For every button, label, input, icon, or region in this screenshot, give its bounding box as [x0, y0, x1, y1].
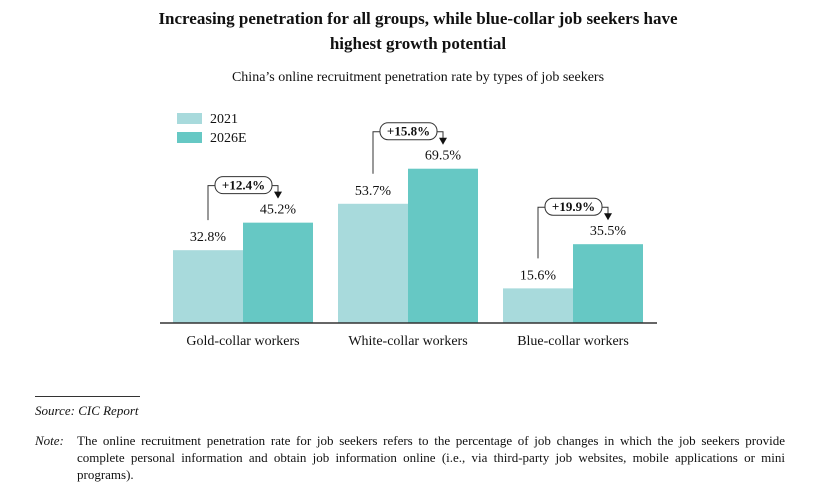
legend-label-2021: 2021 — [210, 112, 238, 127]
chart-title: Increasing penetration for all groups, w… — [0, 6, 836, 56]
growth-badge-2 — [544, 197, 603, 216]
chart-subtitle: China’s online recruitment penetration r… — [231, 70, 605, 85]
legend-label-2026E: 2026E — [210, 131, 247, 146]
bar-2021-0 — [173, 250, 243, 323]
source-divider — [35, 396, 140, 397]
growth-badge-0 — [214, 176, 273, 195]
title-line-1: Increasing penetration for all groups, w… — [158, 9, 678, 28]
note-label: Note: — [35, 433, 64, 448]
category-label-1: White-collar workers — [348, 334, 467, 349]
legend-swatch-2026E — [177, 132, 202, 143]
growth-label-1: +15.8% — [387, 124, 430, 139]
category-label-0: Gold-collar workers — [186, 334, 299, 349]
data-label-2026E-0: 45.2% — [260, 203, 297, 218]
bar-2026E-2 — [573, 244, 643, 323]
data-label-2026E-1: 69.5% — [425, 149, 462, 164]
bar-2026E-1 — [408, 168, 478, 323]
source-text: Source: CIC Report — [35, 403, 139, 418]
category-label-2: Blue-collar workers — [517, 334, 629, 349]
growth-label-0: +12.4% — [222, 178, 265, 193]
bar-2026E-0 — [243, 222, 313, 323]
growth-badge-1 — [379, 122, 438, 141]
data-label-2021-2: 15.6% — [520, 268, 557, 283]
bar-2021-2 — [503, 288, 573, 323]
growth-label-2: +19.9% — [552, 199, 595, 214]
data-label-2021-0: 32.8% — [190, 230, 227, 245]
note-text: The online recruitment penetration rate … — [77, 433, 785, 482]
growth-arrow-icon-0 — [274, 191, 282, 199]
growth-arrow-icon-2 — [604, 213, 612, 221]
data-label-2026E-2: 35.5% — [590, 224, 627, 239]
legend-swatch-2021 — [177, 113, 202, 124]
growth-arrow-icon-1 — [439, 137, 447, 145]
title-line-2: highest growth potential — [329, 34, 507, 53]
data-label-2021-1: 53.7% — [355, 184, 392, 199]
bar-2021-1 — [338, 203, 408, 323]
